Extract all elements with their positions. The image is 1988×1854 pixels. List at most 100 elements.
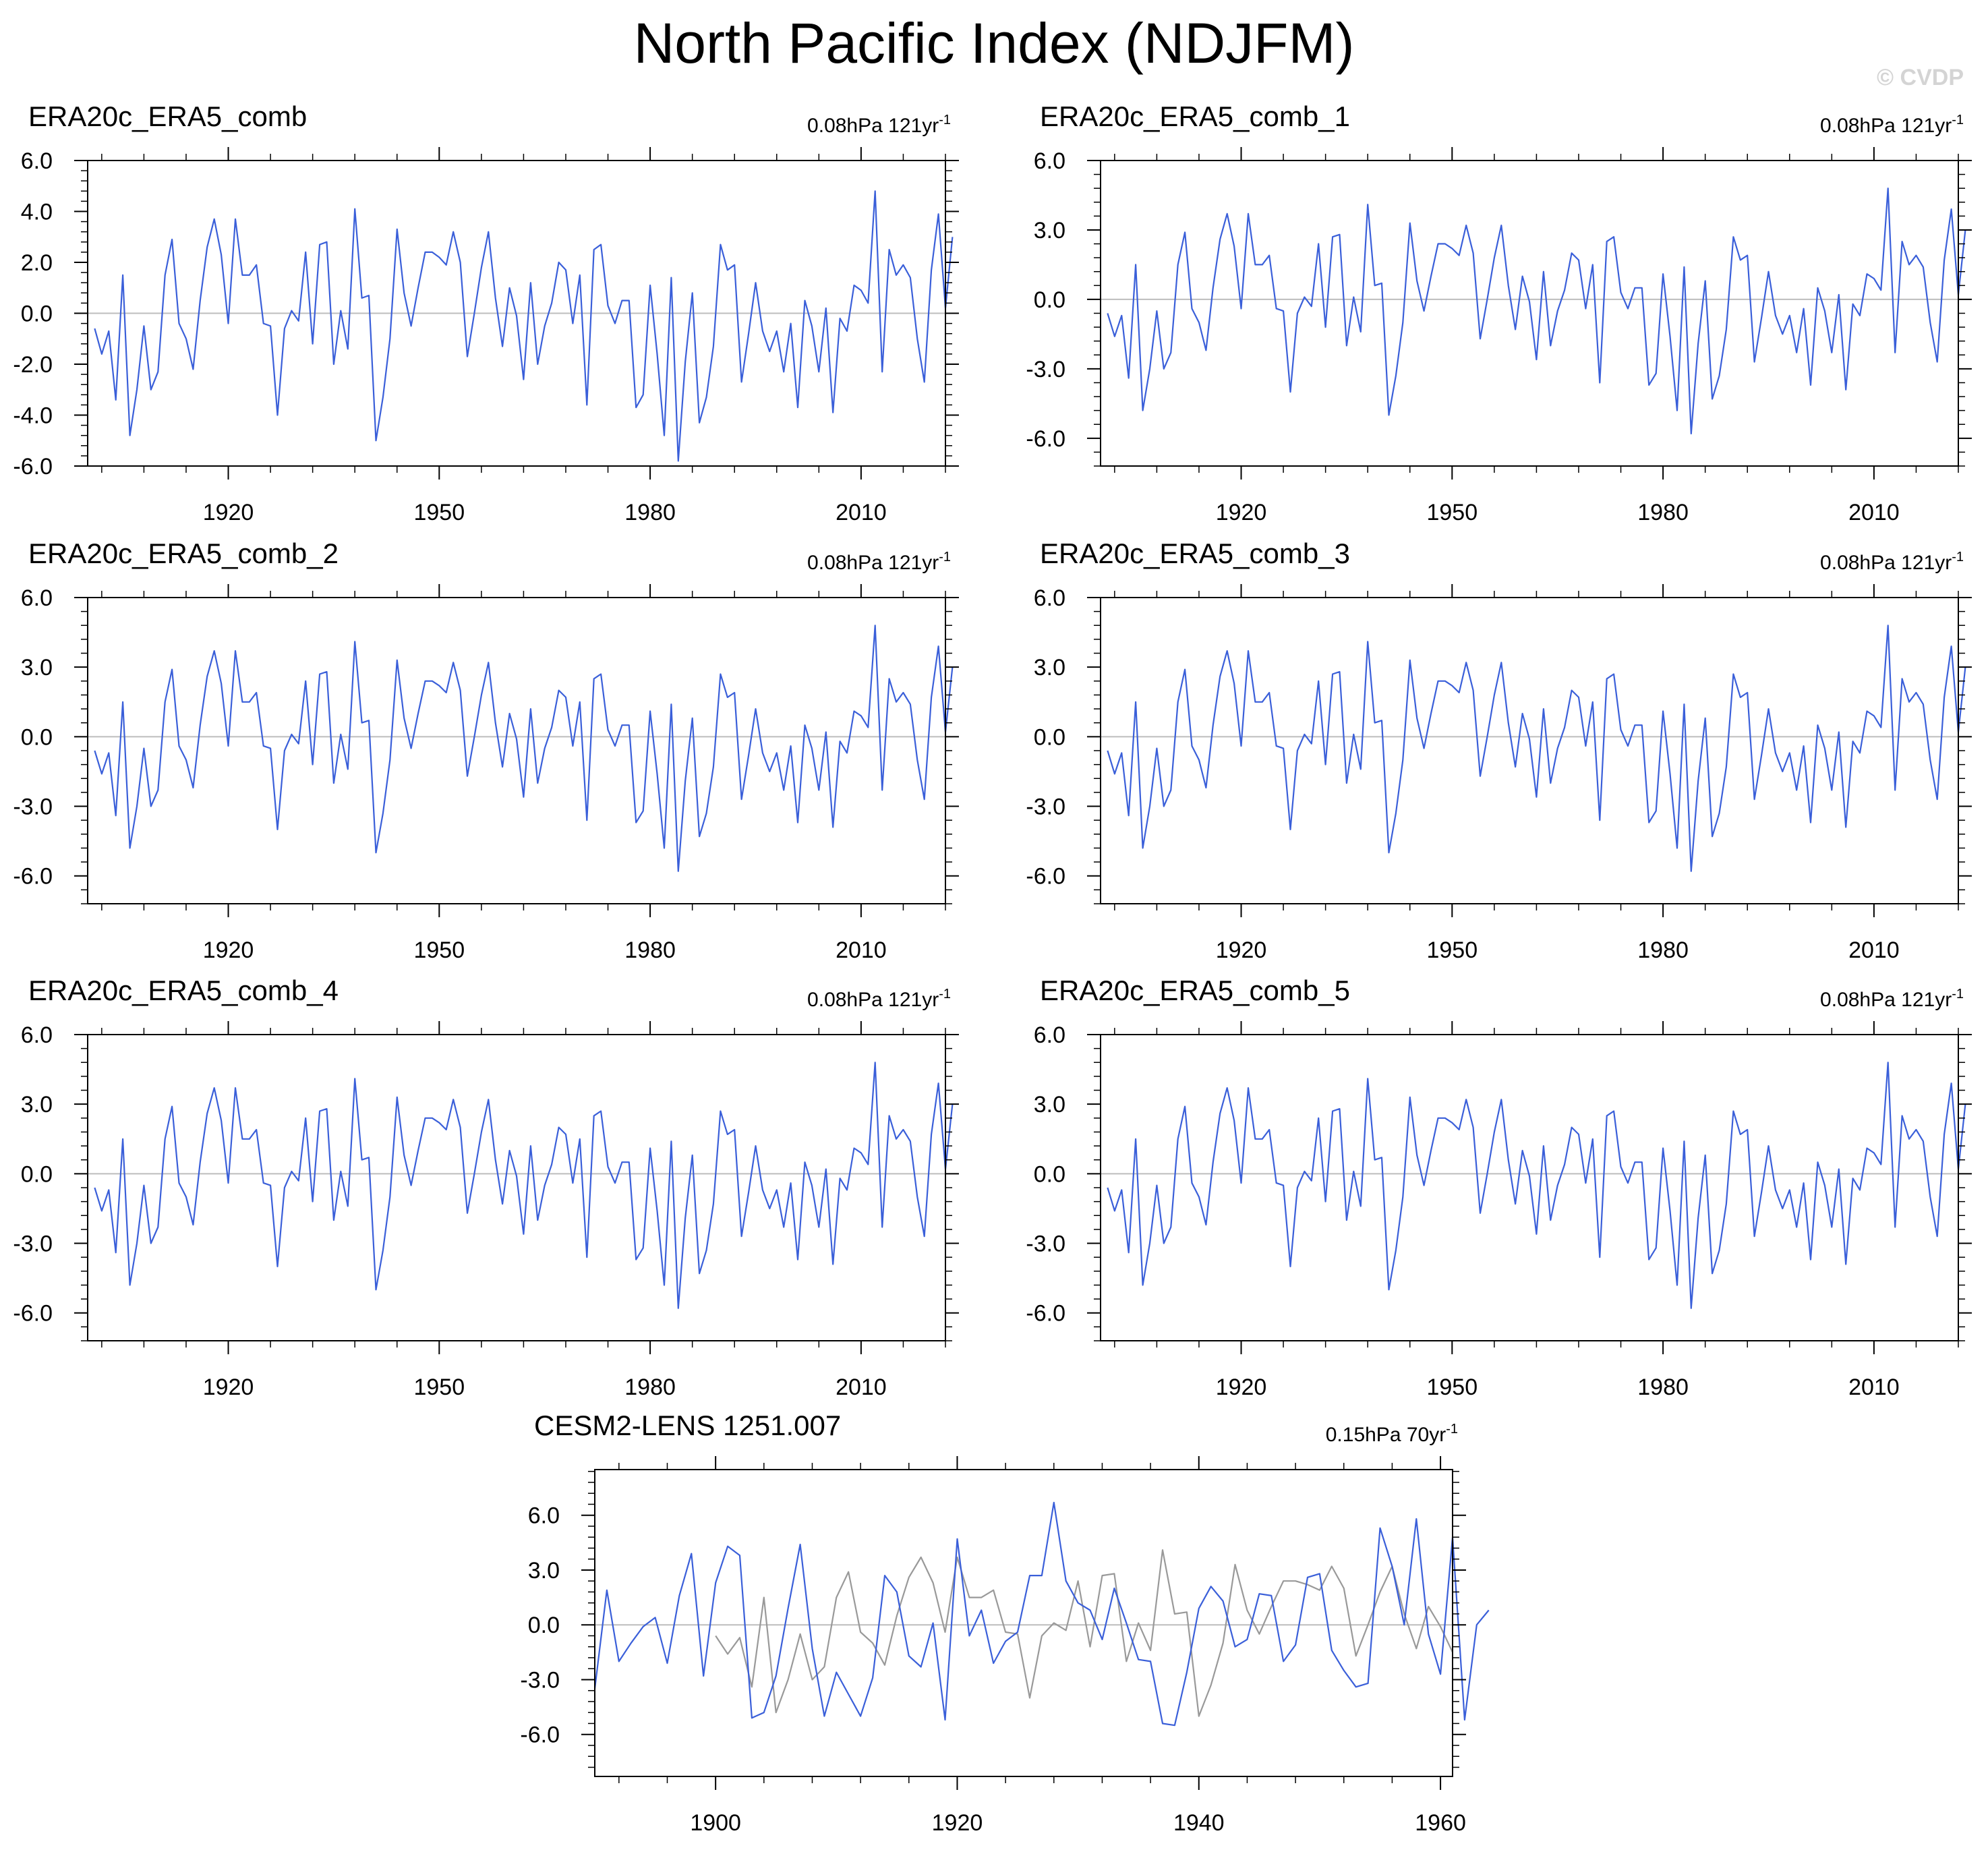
- copyright-label: © CVDP: [1877, 65, 1964, 90]
- series-line: [94, 1062, 954, 1309]
- trend-exponent: -1: [1952, 987, 1964, 1002]
- trend-label: 0.08hPa 121yr-1: [1820, 982, 1964, 1012]
- trend-value: 0.08hPa 121yr: [1820, 552, 1952, 574]
- x-tick-label: 1980: [624, 937, 676, 963]
- y-tick-label: 0.0: [528, 1613, 560, 1638]
- x-tick-label: 1960: [1415, 1810, 1466, 1836]
- x-tick-label: 1980: [1637, 937, 1689, 963]
- x-tick-label: 2010: [1848, 1374, 1900, 1400]
- series-line: [1107, 625, 1966, 872]
- x-tick-label: 1940: [1173, 1810, 1225, 1836]
- y-tick-label: 6.0: [21, 148, 53, 174]
- x-tick-label: 1920: [203, 500, 254, 525]
- trend-value: 0.08hPa 121yr: [1820, 989, 1952, 1011]
- y-tick-label: 0.0: [21, 301, 53, 327]
- panel-title: ERA20c_ERA5_comb_1: [1040, 100, 1350, 132]
- series-line: [94, 625, 954, 872]
- trend-label: 0.15hPa 70yr-1: [1326, 1417, 1458, 1447]
- y-tick-label: 6.0: [528, 1503, 560, 1529]
- x-tick-label: 2010: [1848, 937, 1900, 963]
- y-tick-label: 0.0: [21, 1161, 53, 1187]
- trend-value: 0.08hPa 121yr: [807, 115, 939, 137]
- y-tick-label: 6.0: [1034, 1022, 1065, 1048]
- y-tick-label: 6.0: [1034, 585, 1065, 611]
- panel-title: ERA20c_ERA5_comb: [28, 100, 308, 132]
- x-tick-label: 1980: [624, 1374, 676, 1400]
- x-tick-label: 2010: [836, 937, 887, 963]
- x-tick-label: 1980: [1637, 500, 1689, 525]
- trend-label: 0.08hPa 121yr-1: [807, 545, 951, 575]
- y-tick-label: -6.0: [1026, 426, 1065, 452]
- y-tick-label: 0.0: [1034, 724, 1065, 750]
- y-tick-label: -2.0: [13, 352, 53, 378]
- trend-value: 0.15hPa 70yr: [1325, 1424, 1446, 1446]
- y-tick-label: 2.0: [21, 250, 53, 276]
- trend-value: 0.08hPa 121yr: [807, 989, 939, 1011]
- trend-label: 0.08hPa 121yr-1: [807, 108, 951, 138]
- y-tick-label: -3.0: [13, 1232, 53, 1257]
- x-tick-label: 1900: [690, 1810, 741, 1836]
- y-tick-label: -3.0: [1026, 794, 1065, 820]
- x-tick-label: 1980: [1637, 1374, 1689, 1400]
- trend-exponent: -1: [1952, 550, 1964, 564]
- trend-exponent: -1: [1446, 1422, 1458, 1437]
- x-tick-label: 1950: [1426, 500, 1478, 525]
- x-tick-label: 1920: [932, 1810, 983, 1836]
- x-tick-label: 1920: [1216, 937, 1267, 963]
- trend-exponent: -1: [939, 550, 951, 564]
- panel-title: ERA20c_ERA5_comb_2: [28, 538, 339, 569]
- y-tick-label: 6.0: [21, 585, 53, 611]
- x-tick-label: 1920: [1216, 1374, 1267, 1400]
- trend-exponent: -1: [939, 113, 951, 127]
- series-line: [593, 1501, 1490, 1727]
- panel-title: ERA20c_ERA5_comb_3: [1040, 538, 1350, 569]
- y-tick-label: -3.0: [1026, 1232, 1065, 1257]
- y-tick-label: -6.0: [1026, 864, 1065, 890]
- comparison-series-line: [715, 1549, 1453, 1717]
- page-title: North Pacific Index (NDJFM): [633, 11, 1355, 75]
- y-tick-label: 6.0: [21, 1022, 53, 1048]
- panel-title: ERA20c_ERA5_comb_4: [28, 975, 339, 1006]
- y-tick-label: 3.0: [1034, 655, 1065, 680]
- y-tick-label: -3.0: [1026, 357, 1065, 382]
- y-tick-label: -6.0: [520, 1722, 560, 1748]
- trend-label: 0.08hPa 121yr-1: [807, 982, 951, 1012]
- y-tick-label: 3.0: [21, 655, 53, 680]
- panel-title: ERA20c_ERA5_comb_5: [1040, 975, 1350, 1006]
- x-tick-label: 1980: [624, 500, 676, 525]
- x-tick-label: 2010: [836, 500, 887, 525]
- y-tick-label: -3.0: [520, 1667, 560, 1693]
- trend-exponent: -1: [1952, 113, 1964, 127]
- series-line: [1107, 1062, 1966, 1309]
- y-tick-label: 3.0: [1034, 1092, 1065, 1118]
- series-line: [1107, 187, 1966, 435]
- y-tick-label: -6.0: [13, 864, 53, 890]
- series-line: [94, 190, 954, 462]
- trend-exponent: -1: [939, 987, 951, 1002]
- trend-value: 0.08hPa 121yr: [807, 552, 939, 574]
- y-tick-label: 3.0: [528, 1558, 560, 1584]
- x-tick-label: 2010: [1848, 500, 1900, 525]
- y-tick-label: -4.0: [13, 403, 53, 429]
- x-tick-label: 2010: [836, 1374, 887, 1400]
- panel-title: CESM2-LENS 1251.007: [534, 1410, 842, 1441]
- y-tick-label: -6.0: [1026, 1301, 1065, 1327]
- x-tick-label: 1950: [413, 500, 465, 525]
- y-tick-label: 0.0: [21, 724, 53, 750]
- x-tick-label: 1920: [1216, 500, 1267, 525]
- y-tick-label: 3.0: [1034, 218, 1065, 243]
- plot-frame: [594, 1469, 1453, 1777]
- x-tick-label: 1950: [1426, 1374, 1478, 1400]
- y-tick-label: -6.0: [13, 1301, 53, 1327]
- trend-value: 0.08hPa 121yr: [1820, 115, 1952, 137]
- trend-label: 0.08hPa 121yr-1: [1820, 108, 1964, 138]
- x-tick-label: 1920: [203, 937, 254, 963]
- trend-label: 0.08hPa 121yr-1: [1820, 545, 1964, 575]
